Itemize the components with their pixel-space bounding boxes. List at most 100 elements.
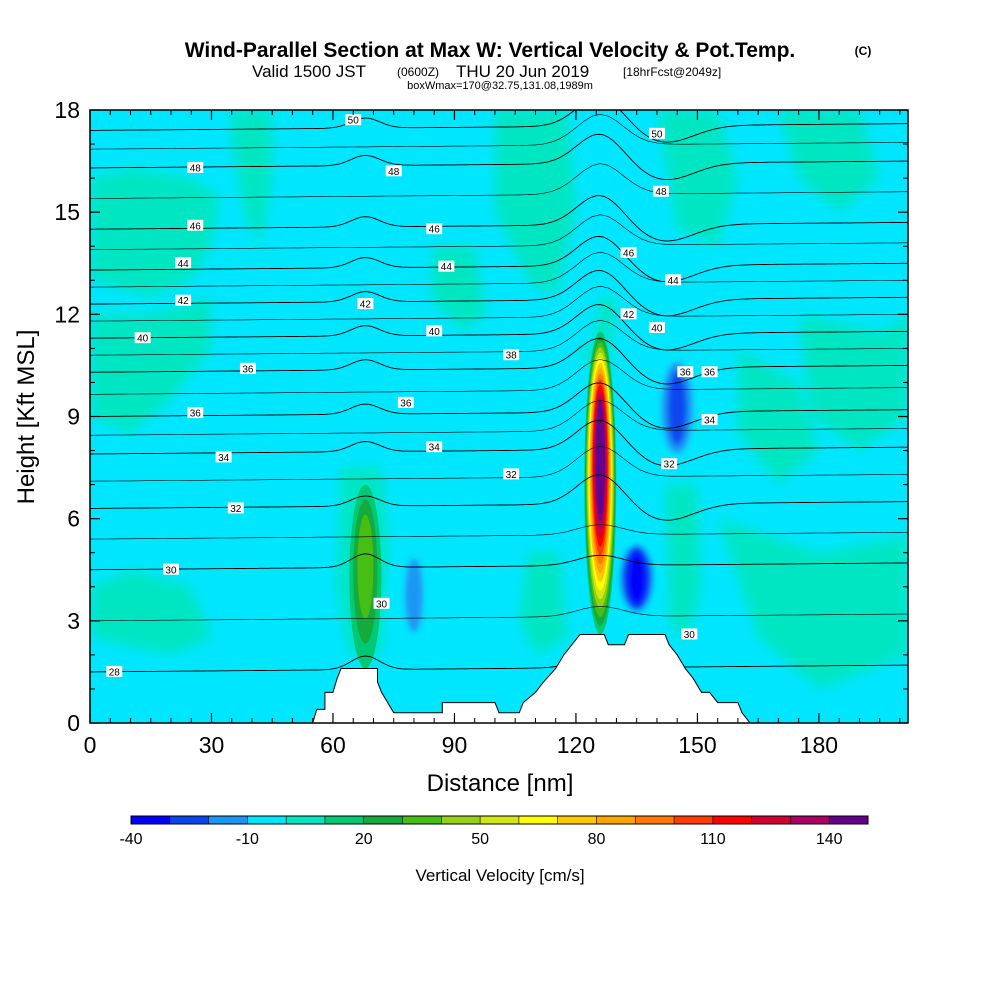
updraft-layer	[595, 400, 606, 521]
contour-label-text: 34	[218, 453, 230, 464]
theta-contour	[90, 382, 908, 429]
contour-label-bg	[503, 349, 520, 361]
colorbar-swatch	[518, 816, 558, 824]
contour-label-bg	[648, 127, 665, 139]
contour-label-text: 48	[388, 167, 400, 178]
theta-contour-minor	[90, 606, 908, 622]
contour-label: 48	[652, 185, 669, 198]
contour-label: 34	[701, 413, 718, 426]
contour-label-text: 36	[190, 409, 202, 420]
y-tick-label: 12	[54, 301, 80, 327]
contour-label-bg	[239, 362, 256, 374]
theta-contour-minor	[90, 214, 908, 250]
contour-label-bg	[648, 321, 665, 333]
theta-contour-minor	[90, 445, 908, 482]
theta-contour	[90, 110, 908, 143]
x-tick-label: 0	[84, 732, 97, 758]
theta-contour	[90, 338, 908, 385]
x-axis: 0 30 60 90 120 150 180	[84, 110, 901, 758]
colorbar-tick-label: 110	[700, 831, 726, 848]
contour-label-text: 32	[664, 460, 676, 471]
theta-contour	[90, 655, 908, 673]
contour-label-bg	[215, 451, 232, 463]
contour-label-bg	[187, 161, 204, 173]
weak-updraft-region	[494, 110, 576, 298]
y-axis-label: Height [Kft MSL]	[13, 330, 40, 505]
colorbar-tick-label: 20	[355, 831, 373, 848]
y-tick-label: 18	[54, 97, 80, 123]
contour-label: 48	[385, 165, 402, 178]
colorbar-ticks: -40 -10 20 50 80 110 140	[119, 831, 842, 848]
downdraft-layer	[667, 370, 687, 446]
y-tick-label: 15	[54, 199, 80, 225]
contour-label-text: 42	[360, 300, 372, 311]
contour-label: 48	[187, 161, 204, 174]
colorbar-swatch	[402, 816, 442, 824]
contour-label: 34	[426, 441, 443, 454]
contour-label: 34	[215, 451, 232, 464]
forecast-label: [18hrFcst@2049z]	[623, 65, 721, 79]
contour-label: 46	[620, 247, 637, 260]
theta-contour-minor	[90, 285, 908, 322]
contour-label-text: 30	[376, 599, 388, 610]
theta-contour-minor	[90, 319, 908, 356]
theta-contour	[90, 133, 908, 181]
contour-label-bg	[701, 413, 718, 425]
valid-line: Valid 1500 JST (0600Z) THU 20 Jun 2019 […	[252, 62, 721, 81]
colorbar-tick-label: 50	[471, 831, 489, 848]
colorbar-swatch	[208, 816, 248, 824]
colorbar-swatch	[441, 816, 481, 824]
updraft-layer	[357, 514, 374, 619]
theta-contour	[90, 304, 908, 351]
contour-label: 36	[187, 407, 204, 420]
contour-label-bg	[652, 185, 669, 197]
y-axis: 0 36 9 12 15 18	[54, 97, 908, 736]
colorbar-swatch	[557, 816, 597, 824]
contour-label: 32	[661, 458, 678, 471]
contour-label-text: 50	[348, 116, 360, 127]
x-tick-label: 30	[199, 732, 225, 758]
colorbar-swatch	[131, 816, 171, 824]
y-tick-label: 9	[67, 404, 80, 430]
contour-label-text: 40	[137, 334, 149, 345]
contour-label-text: 34	[429, 443, 441, 454]
theta-contour-minor	[90, 251, 908, 288]
weak-updraft-region	[519, 552, 568, 655]
colorbar-swatch	[674, 816, 714, 824]
contour-label: 30	[162, 563, 179, 576]
x-tick-label: 120	[557, 732, 595, 758]
contour-label-text: 36	[242, 364, 254, 375]
contour-label-bg	[665, 274, 682, 286]
contour-label: 42	[357, 298, 374, 311]
contour-label: 46	[426, 223, 443, 236]
contour-label-text: 42	[178, 296, 190, 307]
contour-label: 40	[426, 325, 443, 338]
contour-label-bg	[357, 298, 374, 310]
plot-area: 28 30 30 30 32 32 32 34 34 34 36 36 36 36 36 38 40 40 40 42…	[90, 110, 908, 723]
contour-label-text: 30	[165, 565, 177, 576]
contour-label-bg	[620, 247, 637, 259]
contour-label-bg	[345, 114, 362, 126]
contour-label: 36	[677, 366, 694, 379]
contour-label-text: 38	[506, 351, 518, 362]
contour-label-bg	[426, 441, 443, 453]
colorbar-tick-label: 80	[588, 831, 606, 848]
copyright-mark: (C)	[855, 44, 872, 58]
colorbar-tick-label: -40	[119, 831, 142, 848]
terrain	[90, 634, 908, 723]
colorbar-swatch	[480, 816, 520, 824]
contour-label: 30	[681, 628, 698, 641]
colorbar-swatch	[286, 816, 326, 824]
contour-label: 36	[239, 362, 256, 375]
x-tick-label: 150	[678, 732, 716, 758]
y-tick-label: 0	[67, 710, 80, 736]
theta-contour	[90, 236, 908, 283]
theta-contour-minor	[90, 359, 908, 395]
downdraft-layer	[627, 551, 647, 605]
weak-updraft-region	[778, 110, 880, 213]
colorbar	[130, 815, 869, 825]
contour-label: 42	[620, 308, 637, 321]
contour-label-text: 44	[668, 276, 680, 287]
contour-label-bg	[187, 407, 204, 419]
